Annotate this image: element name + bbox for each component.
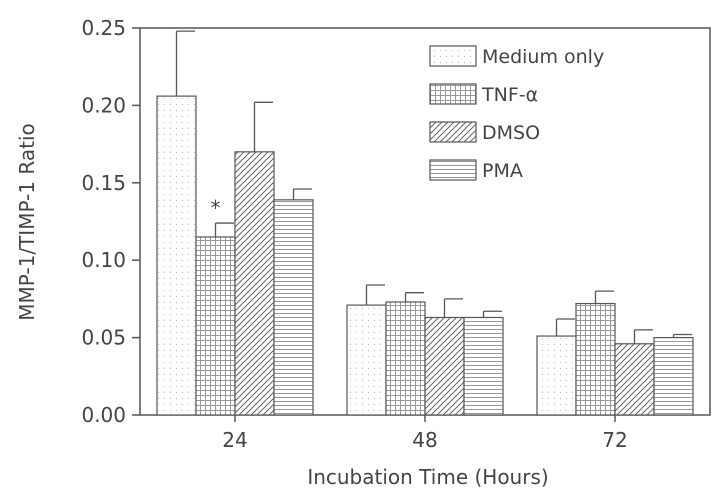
y-tick-label: 0.05 [81,326,126,350]
x-tick-label: 72 [602,428,627,452]
bar [653,337,694,416]
y-tick-label: 0.20 [81,93,126,117]
legend-swatch [429,159,477,181]
plot-area: 0.00 0.05 0.10 0.15 0.20 0.25 24 * 48 72 Medium on… [81,16,711,452]
y-tick-label: 0.25 [81,16,126,40]
y-tick-label: 0.15 [81,171,126,195]
legend-swatch [429,121,477,143]
legend-label: PMA [482,160,523,182]
bar [614,343,655,416]
x-tick-label: 48 [412,428,437,452]
legend-swatch [429,45,477,67]
bar [234,151,275,416]
legend-swatch [429,83,477,105]
y-axis-title: MMP-1/TIMP-1 Ratio [15,123,39,320]
bar [346,304,387,416]
bar [536,335,577,416]
x-axis-title: Incubation Time (Hours) [307,465,548,489]
y-tick-label: 0.00 [81,403,126,427]
bar [273,199,314,416]
significance-marker: * [211,196,221,220]
bar [156,95,197,416]
bar [424,316,465,416]
bar [463,316,504,416]
bar [195,236,236,416]
legend-label: Medium only [482,46,604,68]
bar [385,301,426,416]
y-tick-label: 0.10 [81,248,126,272]
bar [575,302,616,416]
legend-label: TNF-α [481,84,538,106]
legend-label: DMSO [482,122,540,144]
x-tick-label: 24 [222,428,247,452]
